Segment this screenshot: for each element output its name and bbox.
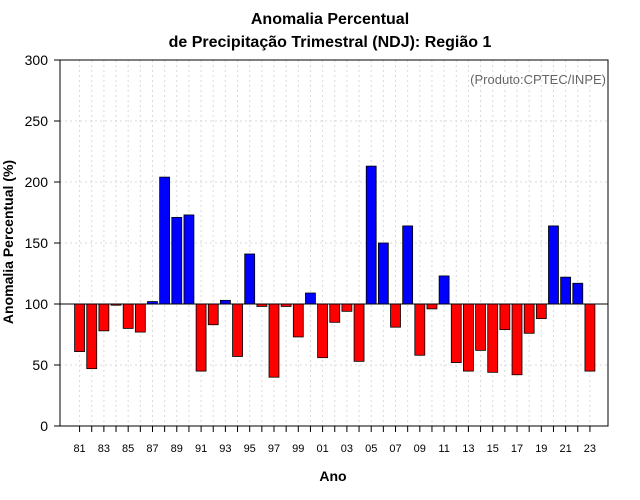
bar-13 (463, 303, 474, 372)
x-tick-label: 81 (73, 443, 85, 455)
y-tick-label: 250 (25, 113, 49, 129)
x-tick-label: 91 (195, 443, 207, 455)
x-tick-label: 17 (511, 443, 523, 455)
bar-08 (402, 225, 414, 305)
x-tick-label: 03 (341, 443, 353, 455)
x-tick-label: 11 (438, 443, 449, 455)
x-tick-label: 13 (462, 443, 474, 455)
bar-05 (365, 165, 377, 305)
chart-title-line1: Anomalia Percentual (251, 11, 409, 28)
bar-94 (232, 303, 243, 357)
bar-91 (195, 303, 207, 372)
bar-82 (86, 303, 98, 370)
bar-18 (523, 303, 535, 334)
bar-22 (572, 282, 584, 305)
bar-09 (414, 303, 426, 356)
bar-16 (499, 303, 511, 331)
bar-93 (220, 299, 231, 305)
bar-86 (134, 303, 146, 333)
x-tick-label: 23 (584, 443, 596, 455)
y-tick-label: 50 (32, 357, 48, 373)
bar-01 (317, 303, 328, 359)
x-tick-label: 01 (316, 443, 328, 455)
y-tick-label: 0 (40, 418, 48, 434)
bar-88 (159, 176, 171, 305)
bar-04 (353, 303, 365, 362)
y-axis: 0 50 100 150 200 250 300 (25, 52, 60, 434)
bar-23 (584, 303, 596, 372)
bar-97 (268, 303, 280, 378)
x-axis: 81 83 85 87 89 91 93 95 97 99 01 03 05 07 09 11 13 15 17 19… (73, 426, 596, 455)
x-tick-label: 89 (171, 443, 183, 455)
bar-11 (438, 275, 450, 305)
x-tick-label: 05 (365, 443, 377, 455)
y-tick-label: 150 (25, 235, 49, 251)
bar-17 (511, 303, 523, 376)
x-tick-label: 21 (559, 443, 571, 455)
x-tick-label: 95 (244, 443, 256, 455)
x-tick-label: 85 (122, 443, 134, 455)
x-tick-label: 97 (268, 443, 280, 455)
bar-14 (475, 303, 486, 351)
bar-83 (98, 303, 110, 332)
bar-85 (122, 303, 134, 329)
credit-label: (Produto:CPTEC/INPE) (470, 72, 606, 87)
x-tick-label: 19 (535, 443, 547, 455)
bar-10 (426, 303, 438, 310)
y-tick-label: 100 (25, 296, 49, 312)
bar-89 (171, 216, 183, 305)
bar-90 (183, 214, 195, 305)
bar-12 (450, 303, 462, 363)
bar-02 (329, 303, 341, 323)
x-tick-label: 99 (292, 443, 304, 455)
bar-00 (305, 292, 316, 305)
bar-92 (207, 303, 219, 326)
bar-15 (487, 303, 499, 373)
x-tick-label: 15 (487, 443, 499, 455)
x-axis-label: Ano (319, 468, 346, 484)
chart-title-line2: de Precipitação Trimestral (NDJ): Região… (169, 34, 492, 51)
y-axis-label: Anomalia Percentual (%) (0, 160, 16, 324)
x-tick-label: 93 (219, 443, 231, 455)
x-tick-label: 09 (414, 443, 426, 455)
bar-21 (560, 276, 572, 305)
bar-20 (548, 225, 559, 305)
bar-95 (244, 253, 256, 305)
bar-99 (292, 303, 304, 338)
y-tick-label: 200 (25, 174, 49, 190)
bars (74, 165, 596, 378)
gridlines (60, 59, 608, 427)
x-tick-label: 07 (389, 443, 401, 455)
x-tick-label: 83 (98, 443, 110, 455)
x-tick-label: 87 (146, 443, 158, 455)
y-tick-label: 300 (25, 52, 49, 68)
bar-06 (377, 242, 389, 305)
bar-19 (535, 303, 547, 320)
bar-03 (341, 303, 353, 312)
bar-07 (390, 303, 401, 328)
bar-81 (74, 303, 85, 352)
